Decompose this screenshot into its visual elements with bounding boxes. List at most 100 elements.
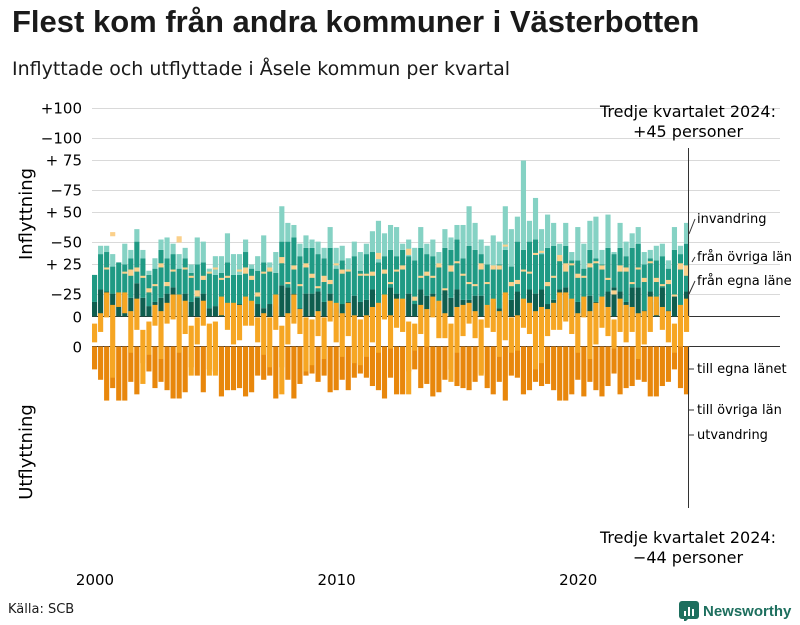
brand-logo[interactable]: Newsworthy	[679, 601, 791, 621]
bar-out-segment	[605, 277, 611, 280]
bar-out-segment	[665, 311, 671, 343]
bar-in-segment	[466, 245, 472, 300]
bar-out-segment	[387, 282, 394, 285]
bar-in-segment	[279, 241, 285, 286]
bar-out-segment	[406, 248, 412, 255]
bar-in-segment	[345, 270, 351, 302]
bar-in-segment	[104, 252, 110, 292]
bar-out-segment	[430, 296, 436, 318]
bar-out-segment	[188, 325, 194, 376]
bar-in-segment	[484, 264, 490, 307]
bar-out-segment	[339, 269, 345, 274]
bar-out-segment	[188, 275, 194, 278]
bar-out-segment	[230, 346, 237, 391]
bar-in-segment	[496, 264, 502, 309]
bar-in-segment	[267, 304, 273, 317]
bar-in-segment	[454, 224, 460, 240]
bar-out-segment	[387, 346, 394, 378]
bar-out-segment	[641, 311, 647, 345]
bar-out-segment	[249, 346, 255, 393]
bar-out-segment	[279, 257, 285, 264]
bar-out-segment	[605, 306, 611, 337]
bar-out-segment	[146, 346, 152, 372]
bar-out-segment	[545, 282, 551, 287]
bar-out-segment	[526, 271, 533, 274]
bar-out-segment	[575, 313, 581, 353]
bar-in-segment	[526, 220, 533, 242]
bar-out-segment	[285, 346, 291, 380]
bar-out-segment	[611, 346, 617, 374]
bar-out-segment	[508, 346, 514, 376]
bar-in-segment	[629, 247, 635, 288]
bar-in-segment	[478, 254, 484, 296]
bar-in-segment	[677, 254, 684, 307]
bar-out-segment	[218, 296, 224, 316]
bar-in-segment	[526, 241, 533, 290]
bar-out-segment	[327, 300, 333, 322]
bar-in-segment	[285, 241, 291, 288]
bar-out-segment	[611, 319, 617, 349]
bar-out-segment	[484, 346, 490, 389]
bar-in-segment	[387, 224, 394, 250]
bar-in-segment	[538, 289, 545, 317]
bar-in-segment	[466, 206, 472, 246]
bar-in-segment	[659, 256, 665, 288]
bar-in-segment	[333, 268, 339, 309]
bar-out-segment	[285, 282, 291, 285]
bar-in-segment	[641, 264, 647, 311]
bar-in-segment	[502, 249, 508, 302]
bar-out-segment	[128, 269, 134, 276]
bar-in-segment	[279, 285, 285, 317]
bar-out-segment	[424, 346, 430, 384]
bar-in-segment	[261, 235, 267, 263]
bar-out-segment	[116, 292, 122, 307]
bar-in-segment	[351, 295, 357, 317]
bar-out-segment	[442, 313, 448, 339]
bar-out-segment	[309, 319, 315, 366]
bar-in-segment	[309, 293, 315, 317]
bar-in-segment	[345, 258, 351, 271]
bar-out-segment	[641, 277, 647, 283]
bar-out-segment	[164, 282, 170, 287]
bar-in-segment	[520, 249, 527, 307]
bar-in-segment	[436, 252, 442, 265]
bar-out-segment	[412, 346, 418, 370]
bar-in-segment	[218, 256, 224, 273]
bar-in-segment	[569, 252, 575, 261]
bar-in-segment	[406, 293, 412, 317]
bar-out-segment	[357, 319, 363, 366]
bar-in-segment	[683, 222, 690, 244]
bar-out-segment	[623, 346, 629, 389]
bar-in-segment	[188, 264, 194, 273]
bar-in-segment	[194, 237, 200, 265]
bar-out-segment	[587, 263, 593, 268]
bar-in-segment	[418, 247, 424, 290]
bar-out-segment	[478, 263, 484, 270]
bar-out-segment	[182, 346, 188, 393]
bar-out-segment	[623, 267, 629, 272]
bar-out-segment	[110, 232, 116, 237]
bar-in-segment	[357, 252, 363, 271]
bar-out-segment	[158, 263, 164, 268]
bar-out-segment	[551, 302, 557, 330]
bar-out-segment	[345, 269, 351, 272]
bar-out-segment	[128, 346, 134, 382]
bar-in-segment	[448, 237, 454, 250]
bar-in-segment	[327, 247, 333, 294]
bar-in-segment	[557, 243, 563, 257]
bar-in-segment	[460, 224, 466, 259]
x-tick-label: 2020	[559, 571, 597, 589]
bar-out-segment	[653, 277, 659, 283]
bar-in-segment	[563, 222, 569, 246]
bar-out-segment	[194, 317, 200, 345]
bar-in-segment	[297, 256, 303, 309]
y-tick-label: +100	[41, 100, 82, 118]
bar-in-segment	[369, 231, 375, 253]
bar-out-segment	[267, 317, 273, 368]
bar-in-segment	[255, 304, 261, 317]
bar-out-segment	[677, 346, 684, 389]
bar-out-segment	[593, 261, 599, 264]
bar-out-segment	[538, 306, 545, 364]
bar-out-segment	[412, 296, 418, 301]
bar-in-segment	[659, 287, 665, 317]
